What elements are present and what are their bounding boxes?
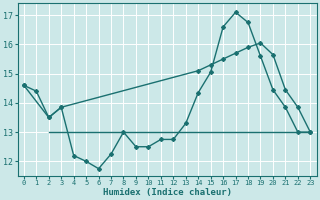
- X-axis label: Humidex (Indice chaleur): Humidex (Indice chaleur): [103, 188, 232, 197]
